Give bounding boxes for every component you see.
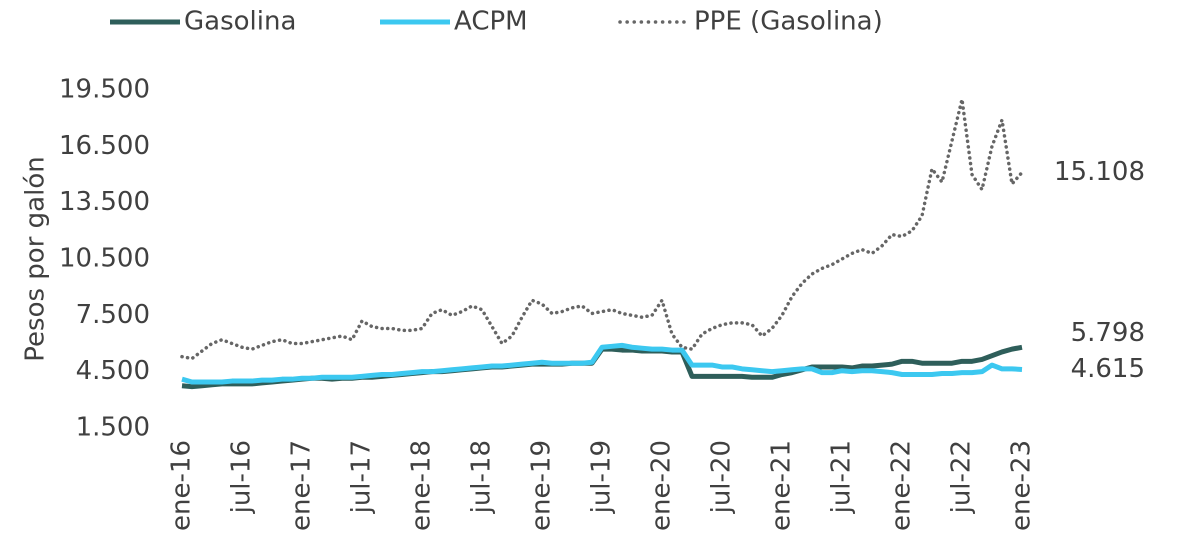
x-tick-label: jul-22 [947,440,977,514]
end-label: 5.798 [1071,318,1145,348]
y-tick-label: 4.500 [76,356,150,386]
y-tick-label: 13.500 [59,187,150,217]
end-label: 15.108 [1054,157,1145,187]
legend-label: PPE (Gasolina) [694,7,883,37]
x-tick-label: ene-18 [407,440,437,531]
legend-label: Gasolina [184,7,296,37]
x-tick-label: ene-19 [527,440,557,531]
x-tick-label: jul-17 [347,440,377,514]
y-tick-label: 19.500 [59,75,150,105]
x-tick-label: jul-20 [707,440,737,514]
end-label: 4.615 [1071,354,1145,384]
x-tick-label: jul-19 [587,440,617,514]
x-tick-label: ene-22 [887,440,917,531]
x-tick-label: jul-21 [827,440,857,514]
x-tick-label: ene-16 [167,440,197,531]
y-tick-label: 10.500 [59,244,150,274]
line-2 [180,98,1024,361]
y-tick-label: 1.500 [76,413,150,443]
line-0 [181,344,1023,390]
y-tick-label: 7.500 [76,300,150,330]
x-tick-label: ene-21 [767,440,797,531]
x-tick-label: ene-23 [1007,440,1037,531]
y-tick-label: 16.500 [59,131,150,161]
x-tick-label: ene-20 [647,440,677,531]
y-axis-title: Pesos por galón [21,156,51,361]
x-tick-label: jul-16 [227,440,257,514]
x-tick-label: jul-18 [467,440,497,514]
x-tick-label: ene-17 [287,440,317,531]
line-1 [181,342,1023,385]
legend-label: ACPM [454,7,528,37]
